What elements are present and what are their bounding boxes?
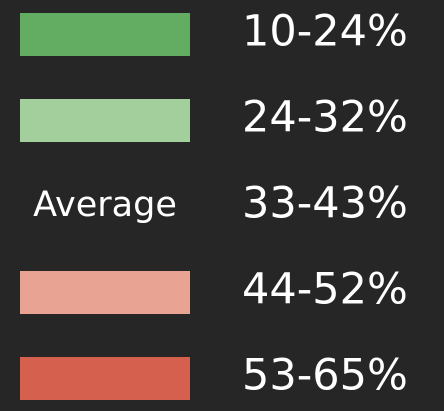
swatch — [20, 13, 190, 56]
range-label: 33-43% — [242, 179, 408, 229]
range-label: 53-65% — [242, 351, 408, 401]
swatch — [20, 357, 190, 400]
swatch — [20, 271, 190, 314]
range-label: 10-24% — [242, 7, 408, 57]
range-label: 24-32% — [242, 93, 408, 143]
swatch-label: Average — [33, 185, 177, 225]
range-label: 44-52% — [242, 265, 408, 315]
swatch — [20, 99, 190, 142]
